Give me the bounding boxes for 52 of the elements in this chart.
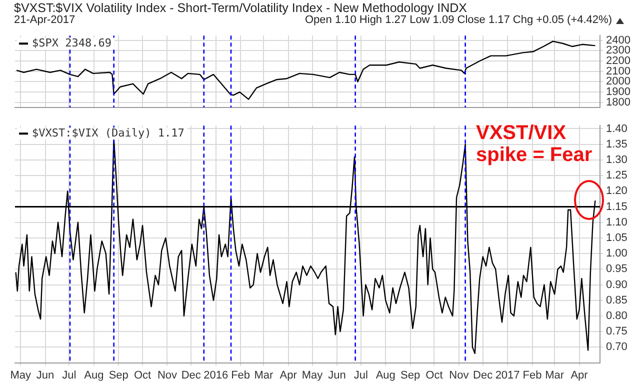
- x-tick-label: May: [302, 369, 324, 382]
- x-tick-label: Sep: [400, 369, 420, 382]
- annotation: VXST/VIX spike = Fear: [476, 122, 592, 166]
- x-tick-label: Aug: [376, 369, 396, 382]
- y-tick-label: 2200: [606, 55, 630, 68]
- y-tick-label: 1.40: [606, 122, 628, 135]
- legend-label: $VXST:$VIX (Daily) 1.17: [32, 126, 184, 140]
- x-tick-label: Jul: [62, 369, 76, 382]
- x-tick-label: Mar: [254, 369, 274, 382]
- y-tick-label: 0.95: [606, 263, 628, 276]
- x-tick-label: Mar: [545, 369, 564, 382]
- chart-title: $VXST:$VIX Volatility Index - Short-Term/Volatility Index - New Methodology INDX: [14, 1, 467, 15]
- x-tick-label: Feb: [231, 369, 250, 382]
- y-tick-label: 0.90: [606, 278, 628, 291]
- y-tick-label: 2000: [606, 76, 630, 88]
- y-tick-label: 1.30: [606, 154, 628, 166]
- y-tick-label: 0.85: [606, 294, 628, 306]
- y-tick-label: 1.05: [606, 232, 628, 244]
- x-tick-label: Jun: [328, 369, 346, 382]
- x-tick-label: Feb: [522, 369, 542, 382]
- x-tick-label: Jul: [354, 369, 368, 382]
- x-tick-label: Nov: [449, 369, 470, 382]
- x-tick-label: Dec: [473, 369, 494, 382]
- y-tick-label: 1900: [606, 86, 630, 98]
- x-tick-label: Aug: [84, 369, 104, 382]
- y-tick-label: 0.80: [606, 310, 628, 322]
- x-tick-label: Apr: [570, 369, 588, 382]
- text: Open 1.10 High 1.27 Low 1.09 Close 1.17 Chg +0.05 (+4.42%): [305, 14, 612, 26]
- y-tick-label: 2400: [606, 34, 630, 46]
- y-tick-label: 1.35: [606, 138, 628, 150]
- chart-subtitle: 21-Apr-2017: [14, 14, 76, 26]
- y-tick-label: 2100: [606, 65, 630, 78]
- x-tick-label: Sep: [108, 369, 128, 382]
- y-tick-label: 1.15: [606, 200, 628, 213]
- y-tick-label: 0.75: [606, 326, 628, 338]
- x-tick-label: 2016: [204, 369, 228, 382]
- y-tick-label: 1800: [606, 96, 630, 108]
- y-tick-label: 1.00: [606, 248, 628, 260]
- y-tick-label: 2300: [606, 44, 630, 57]
- x-tick-label: Oct: [426, 369, 443, 382]
- x-tick-label: Nov: [157, 369, 178, 382]
- x-tick-label: Dec: [181, 369, 202, 382]
- y-tick-label: 1.10: [606, 216, 628, 228]
- legend-label: $SPX 2348.69: [32, 36, 112, 50]
- y-tick-label: 1.25: [606, 170, 628, 182]
- x-tick-label: Apr: [280, 369, 298, 382]
- y-tick-label: 1.20: [606, 185, 628, 198]
- x-tick-label: 2017: [495, 369, 520, 382]
- x-tick-label: Oct: [134, 369, 152, 382]
- x-tick-label: Jun: [36, 369, 54, 382]
- y-tick-label: 0.70: [606, 341, 628, 354]
- x-tick-label: May: [10, 369, 32, 382]
